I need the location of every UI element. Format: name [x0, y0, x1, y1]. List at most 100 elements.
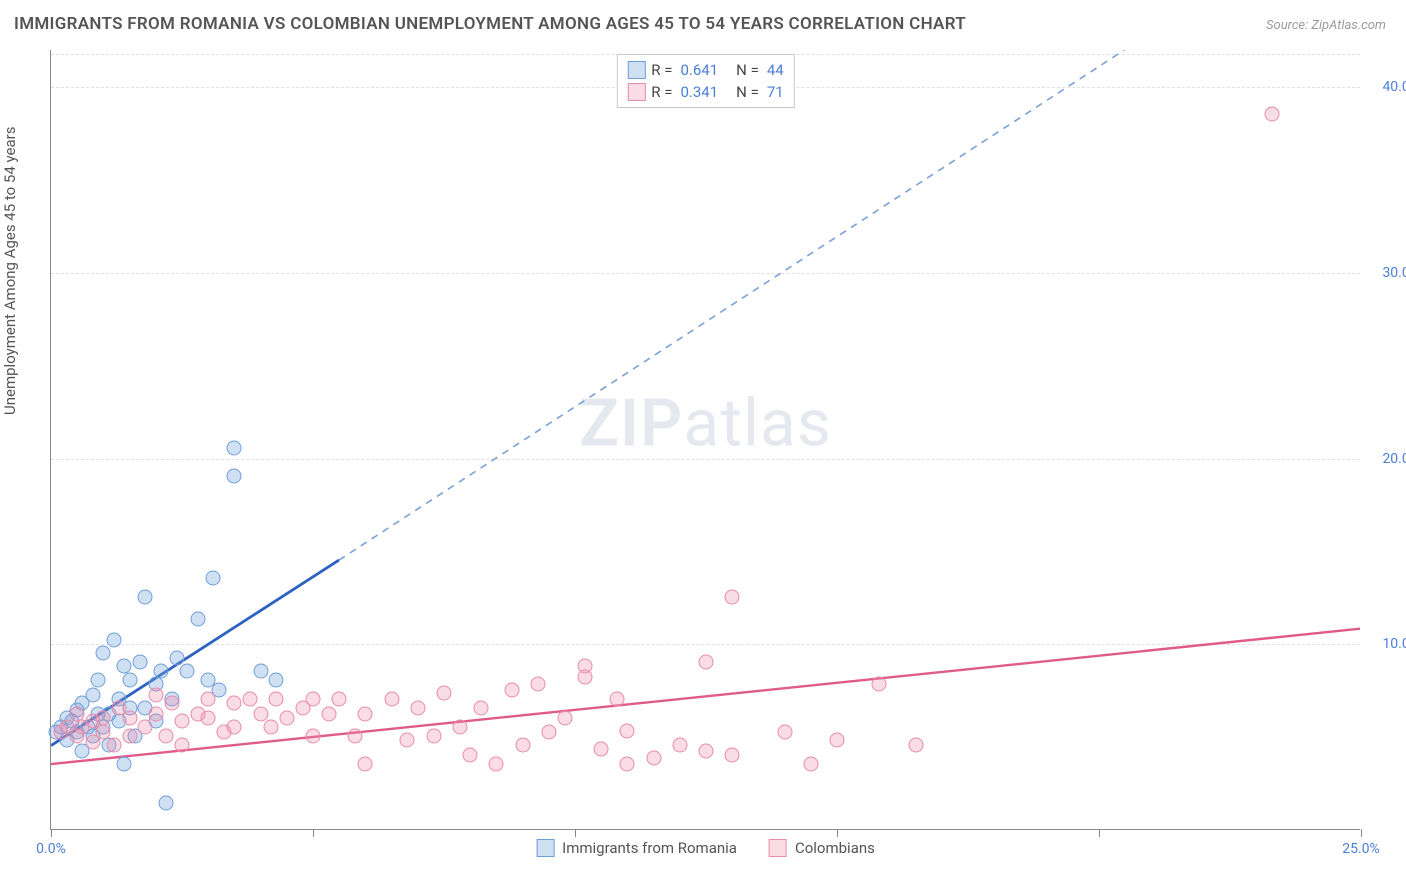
source-attribution: Source: ZipAtlas.com — [1266, 18, 1386, 33]
marker-romania — [190, 612, 205, 627]
legend-swatch-colombians — [627, 83, 645, 101]
marker-colombians — [830, 732, 845, 747]
x-tick — [313, 829, 314, 837]
x-tick — [51, 829, 52, 837]
marker-colombians — [358, 706, 373, 721]
marker-colombians — [306, 729, 321, 744]
marker-colombians — [347, 729, 362, 744]
marker-colombians — [321, 706, 336, 721]
marker-colombians — [201, 710, 216, 725]
marker-colombians — [122, 710, 137, 725]
marker-colombians — [725, 589, 740, 604]
marker-colombians — [699, 654, 714, 669]
marker-colombians — [505, 682, 520, 697]
marker-colombians — [672, 738, 687, 753]
marker-colombians — [227, 719, 242, 734]
marker-colombians — [557, 710, 572, 725]
marker-romania — [227, 441, 242, 456]
marker-colombians — [410, 701, 425, 716]
marker-colombians — [159, 729, 174, 744]
marker-colombians — [306, 692, 321, 707]
marker-romania — [91, 673, 106, 688]
plot-area: ZIPatlas 10.0%20.0%30.0%40.0% 0.0%25.0% … — [50, 50, 1360, 830]
x-tick-label: 25.0% — [1342, 841, 1380, 857]
marker-colombians — [871, 677, 886, 692]
marker-colombians — [164, 695, 179, 710]
legend-n-val-romania: 44 — [767, 59, 784, 81]
grid-line — [51, 459, 1360, 460]
marker-romania — [117, 757, 132, 772]
y-axis-label: Unemployment Among Ages 45 to 54 years — [1, 127, 19, 415]
marker-colombians — [138, 719, 153, 734]
legend-row-colombians: R = 0.341 N = 71 — [627, 81, 783, 103]
y-tick-label: 10.0% — [1382, 636, 1406, 652]
x-tick — [837, 829, 838, 837]
marker-romania — [206, 571, 221, 586]
grid-line — [51, 644, 1360, 645]
marker-colombians — [777, 725, 792, 740]
legend-swatch-romania — [627, 61, 645, 79]
marker-colombians — [646, 751, 661, 766]
marker-colombians — [908, 738, 923, 753]
series-swatch-colombians — [769, 839, 787, 857]
marker-colombians — [452, 719, 467, 734]
marker-romania — [138, 589, 153, 604]
marker-colombians — [384, 692, 399, 707]
marker-colombians — [400, 732, 415, 747]
watermark: ZIPatlas — [579, 385, 832, 462]
marker-romania — [159, 796, 174, 811]
series-legend-romania: Immigrants from Romania — [536, 839, 737, 857]
marker-colombians — [609, 692, 624, 707]
watermark-bold: ZIP — [579, 385, 683, 462]
marker-colombians — [578, 658, 593, 673]
y-tick-label: 20.0% — [1382, 451, 1406, 467]
x-tick — [1361, 829, 1362, 837]
marker-colombians — [1264, 107, 1279, 122]
y-tick-label: 40.0% — [1382, 79, 1406, 95]
legend-n-label-2: N = — [736, 81, 759, 103]
legend-r-val-romania: 0.641 — [680, 59, 718, 81]
x-tick-label: 0.0% — [36, 841, 66, 857]
marker-romania — [106, 632, 121, 647]
marker-colombians — [594, 742, 609, 757]
marker-colombians — [426, 729, 441, 744]
legend-r-label-2: R = — [651, 81, 672, 103]
marker-colombians — [96, 710, 111, 725]
watermark-light: atlas — [683, 385, 832, 462]
marker-colombians — [243, 692, 258, 707]
legend-r-val-colombians: 0.341 — [680, 81, 718, 103]
marker-colombians — [279, 710, 294, 725]
legend-n-label: N = — [736, 59, 759, 81]
marker-colombians — [541, 725, 556, 740]
marker-romania — [253, 664, 268, 679]
marker-colombians — [269, 692, 284, 707]
series-name-romania: Immigrants from Romania — [562, 839, 737, 857]
marker-colombians — [264, 719, 279, 734]
marker-colombians — [489, 757, 504, 772]
x-tick — [1099, 829, 1100, 837]
marker-colombians — [227, 695, 242, 710]
marker-colombians — [725, 747, 740, 762]
marker-colombians — [332, 692, 347, 707]
marker-colombians — [473, 701, 488, 716]
series-swatch-romania — [536, 839, 554, 857]
marker-colombians — [620, 757, 635, 772]
marker-colombians — [148, 688, 163, 703]
marker-romania — [169, 651, 184, 666]
marker-colombians — [699, 744, 714, 759]
y-tick-label: 30.0% — [1382, 265, 1406, 281]
marker-colombians — [122, 729, 137, 744]
correlation-legend: R = 0.641 N = 44 R = 0.341 N = 71 — [616, 54, 794, 108]
marker-colombians — [358, 757, 373, 772]
marker-colombians — [175, 714, 190, 729]
series-legend: Immigrants from Romania Colombians — [536, 839, 875, 857]
marker-colombians — [201, 692, 216, 707]
marker-colombians — [803, 757, 818, 772]
marker-colombians — [531, 677, 546, 692]
marker-romania — [269, 673, 284, 688]
legend-row-romania: R = 0.641 N = 44 — [627, 59, 783, 81]
legend-r-label: R = — [651, 59, 672, 81]
marker-colombians — [106, 738, 121, 753]
marker-colombians — [96, 725, 111, 740]
marker-romania — [117, 658, 132, 673]
